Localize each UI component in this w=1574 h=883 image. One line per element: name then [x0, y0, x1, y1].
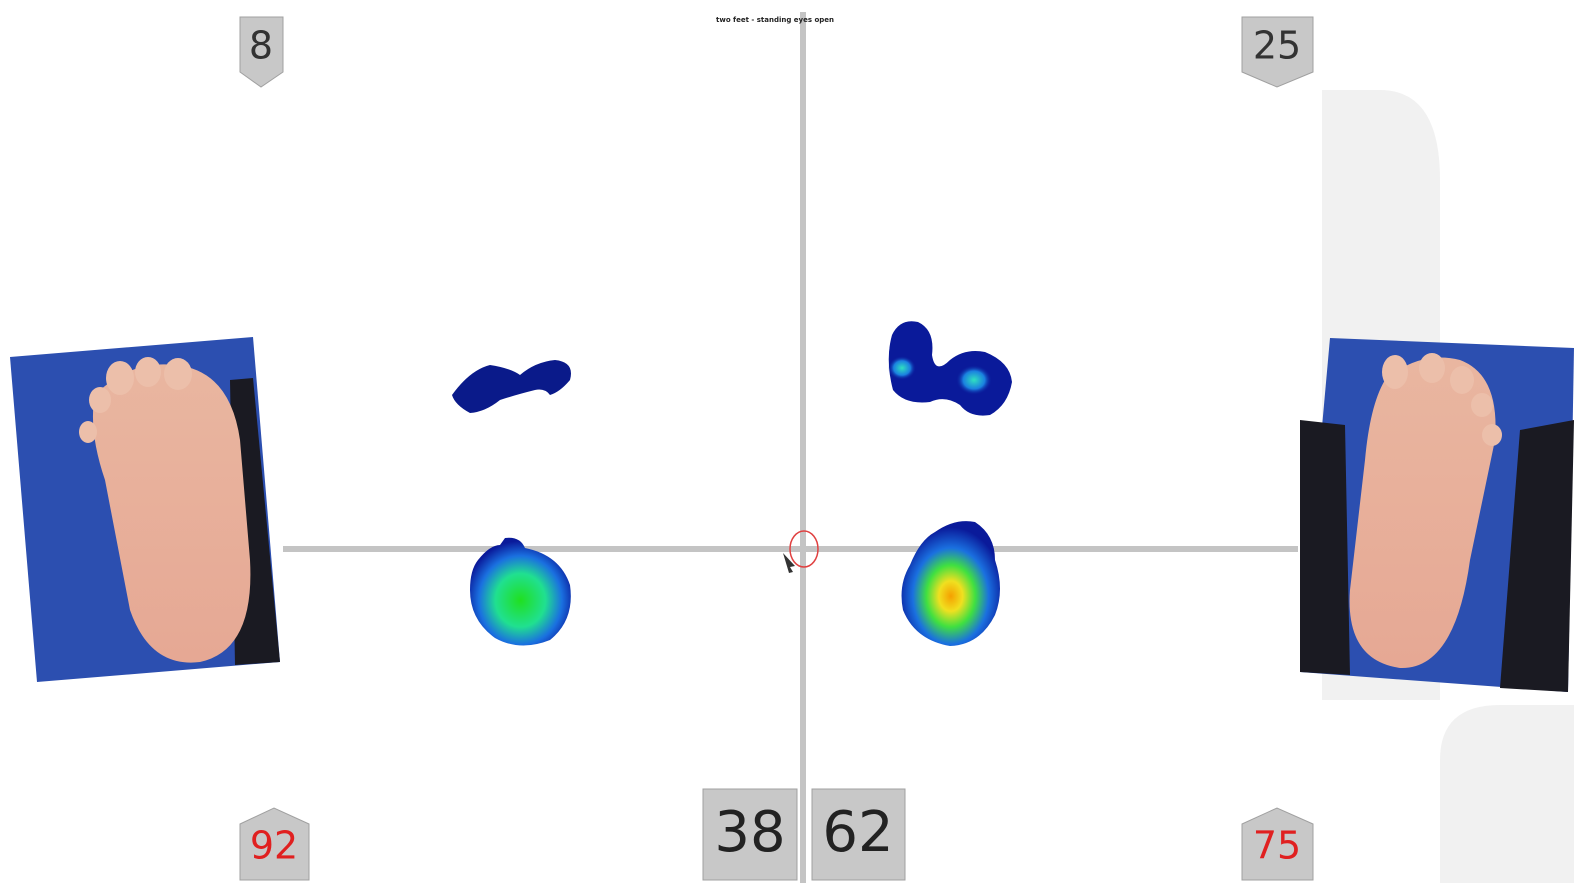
left-forefoot-pressure	[452, 360, 571, 413]
badge: 75	[1241, 807, 1314, 881]
crosshair	[283, 12, 1298, 883]
toe	[135, 357, 161, 387]
right-foot-photo	[1300, 338, 1574, 692]
foot	[1349, 357, 1496, 669]
left-heel-pressure	[470, 537, 571, 646]
left-rearfoot-value: 92	[250, 824, 298, 868]
foot	[92, 364, 251, 663]
toe	[1471, 393, 1493, 417]
toe	[164, 358, 192, 390]
right-heel-pressure	[901, 521, 1000, 646]
toe	[79, 421, 97, 443]
right-rearfoot-value: 75	[1253, 824, 1301, 868]
toe	[1382, 355, 1408, 389]
toe	[1482, 424, 1502, 446]
total-box	[811, 788, 906, 881]
badge-shape	[1241, 807, 1314, 881]
center-of-pressure	[789, 530, 819, 568]
toe	[89, 387, 111, 413]
left-total-value: 38	[714, 800, 785, 865]
badge: 8	[239, 16, 284, 88]
pressure-spot	[888, 356, 916, 380]
cursor	[783, 553, 795, 573]
pressure-spot	[956, 365, 992, 395]
badge: 25	[1241, 16, 1314, 88]
panel-shape	[1322, 705, 1574, 883]
badge-shape	[1241, 16, 1314, 88]
total-box	[702, 788, 798, 881]
badge-shape	[239, 16, 284, 88]
view-title: two feet - standing eyes open	[716, 16, 834, 24]
right-total-value: 62	[822, 800, 893, 865]
photo-shadow	[1300, 420, 1350, 675]
toe	[1450, 366, 1474, 394]
badge: 92	[239, 807, 310, 881]
toe	[1419, 353, 1445, 383]
right-forefoot-value: 25	[1253, 24, 1301, 68]
left-forefoot-value: 8	[249, 24, 273, 68]
photo-shadow	[1500, 420, 1574, 692]
pressure-map	[452, 321, 1012, 646]
badge-shape	[239, 807, 310, 881]
left-foot-photo	[10, 337, 280, 682]
toe	[106, 361, 134, 395]
